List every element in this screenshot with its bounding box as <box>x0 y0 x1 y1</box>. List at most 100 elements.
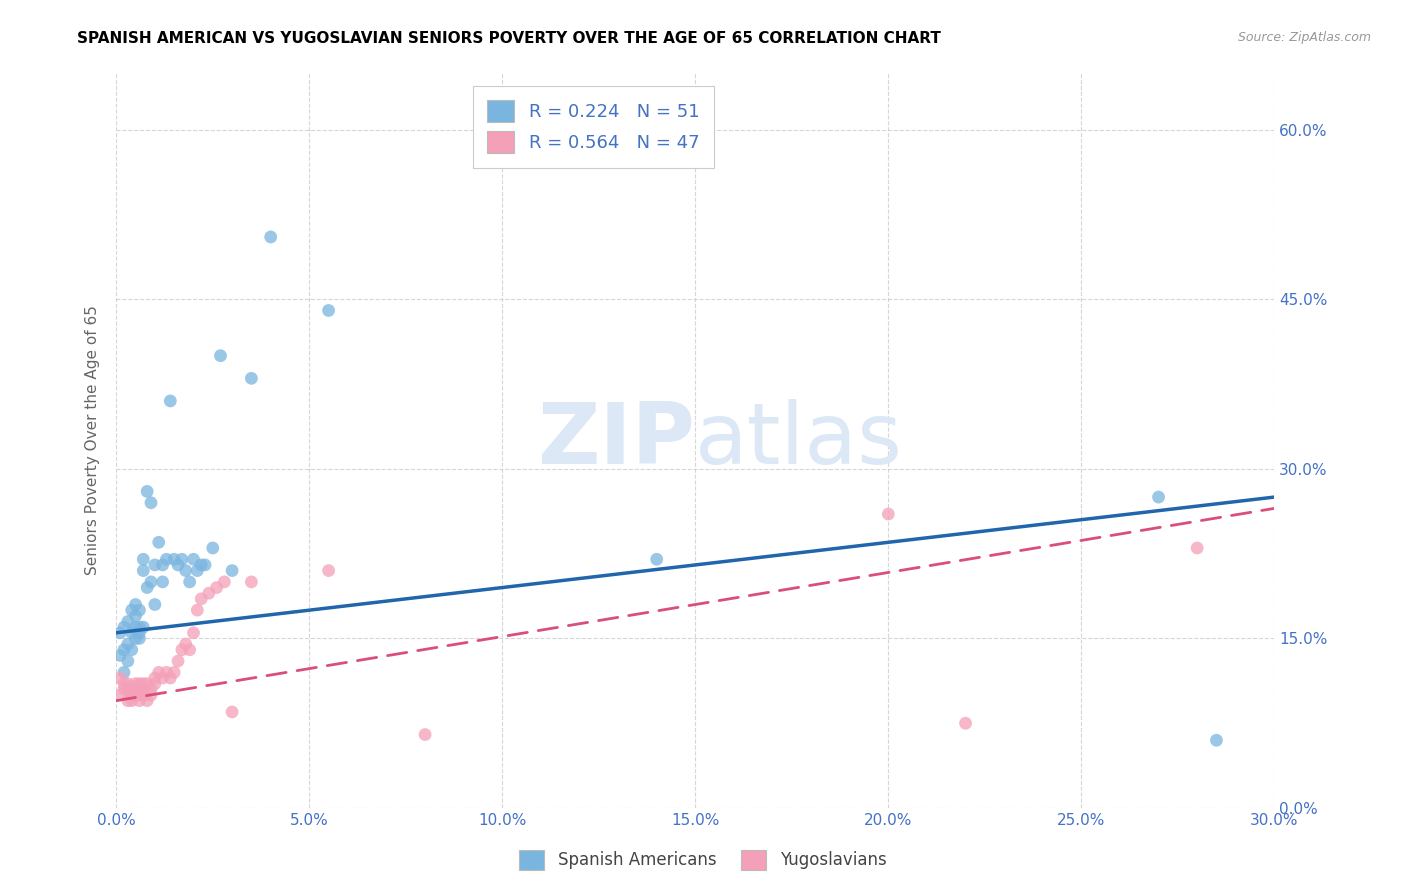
Point <box>108 648 131 663</box>
Point <box>117 682 139 697</box>
Point <box>139 682 162 697</box>
Point <box>132 620 155 634</box>
Point <box>159 671 181 685</box>
Point <box>190 591 212 606</box>
Point <box>124 688 146 702</box>
Point <box>132 682 155 697</box>
Point <box>318 303 340 318</box>
Point <box>167 558 190 572</box>
Point <box>132 552 155 566</box>
Point <box>124 682 146 697</box>
Point <box>136 676 159 690</box>
Point <box>260 230 283 244</box>
Point <box>143 676 166 690</box>
Point <box>112 682 135 697</box>
Point <box>183 552 205 566</box>
Point <box>152 574 174 589</box>
Point <box>124 676 146 690</box>
Text: SPANISH AMERICAN VS YUGOSLAVIAN SENIORS POVERTY OVER THE AGE OF 65 CORRELATION C: SPANISH AMERICAN VS YUGOSLAVIAN SENIORS … <box>77 31 941 46</box>
Point <box>1185 541 1208 555</box>
Point <box>205 581 228 595</box>
Point <box>201 541 224 555</box>
Point <box>136 581 159 595</box>
Point <box>143 671 166 685</box>
Point <box>108 688 131 702</box>
Text: ZIP: ZIP <box>537 399 696 482</box>
Point <box>112 620 135 634</box>
Text: Source: ZipAtlas.com: Source: ZipAtlas.com <box>1237 31 1371 45</box>
Point <box>152 558 174 572</box>
Point <box>139 496 162 510</box>
Point <box>108 625 131 640</box>
Point <box>128 603 150 617</box>
Point <box>877 507 900 521</box>
Point <box>152 671 174 685</box>
Point <box>190 558 212 572</box>
Point <box>163 552 186 566</box>
Point <box>128 693 150 707</box>
Point <box>179 642 201 657</box>
Point <box>155 665 177 680</box>
Point <box>124 620 146 634</box>
Point <box>121 603 143 617</box>
Point <box>174 564 197 578</box>
Point <box>167 654 190 668</box>
Point <box>318 564 340 578</box>
Point <box>124 632 146 646</box>
Point <box>132 688 155 702</box>
Point <box>214 574 236 589</box>
Point <box>139 688 162 702</box>
Y-axis label: Seniors Poverty Over the Age of 65: Seniors Poverty Over the Age of 65 <box>86 306 100 575</box>
Point <box>121 688 143 702</box>
Point <box>128 688 150 702</box>
Point <box>124 608 146 623</box>
Point <box>117 654 139 668</box>
Point <box>112 665 135 680</box>
Point <box>186 603 208 617</box>
Point <box>955 716 977 731</box>
Legend: Spanish Americans, Yugoslavians: Spanish Americans, Yugoslavians <box>513 843 893 877</box>
Point <box>112 642 135 657</box>
Point <box>112 676 135 690</box>
Point <box>136 693 159 707</box>
Point <box>183 625 205 640</box>
Point <box>139 574 162 589</box>
Point <box>240 371 263 385</box>
Point <box>221 564 243 578</box>
Point <box>163 665 186 680</box>
Point <box>132 676 155 690</box>
Point <box>117 637 139 651</box>
Point <box>170 642 193 657</box>
Point <box>148 665 170 680</box>
Point <box>121 693 143 707</box>
Point <box>121 682 143 697</box>
Point <box>148 535 170 549</box>
Point <box>186 564 208 578</box>
Point <box>143 558 166 572</box>
Point <box>155 552 177 566</box>
Point <box>124 598 146 612</box>
Point <box>108 671 131 685</box>
Point <box>170 552 193 566</box>
Point <box>413 728 436 742</box>
Point <box>174 637 197 651</box>
Point <box>1205 733 1227 747</box>
Point <box>221 705 243 719</box>
Point <box>128 632 150 646</box>
Point <box>240 574 263 589</box>
Point <box>209 349 232 363</box>
Point <box>128 620 150 634</box>
Point <box>194 558 217 572</box>
Legend: R = 0.224   N = 51, R = 0.564   N = 47: R = 0.224 N = 51, R = 0.564 N = 47 <box>472 86 714 168</box>
Point <box>1147 490 1170 504</box>
Point <box>128 676 150 690</box>
Point <box>645 552 668 566</box>
Point <box>117 676 139 690</box>
Text: atlas: atlas <box>696 399 903 482</box>
Point <box>128 625 150 640</box>
Point <box>121 642 143 657</box>
Point <box>136 484 159 499</box>
Point <box>117 693 139 707</box>
Point <box>121 625 143 640</box>
Point <box>132 564 155 578</box>
